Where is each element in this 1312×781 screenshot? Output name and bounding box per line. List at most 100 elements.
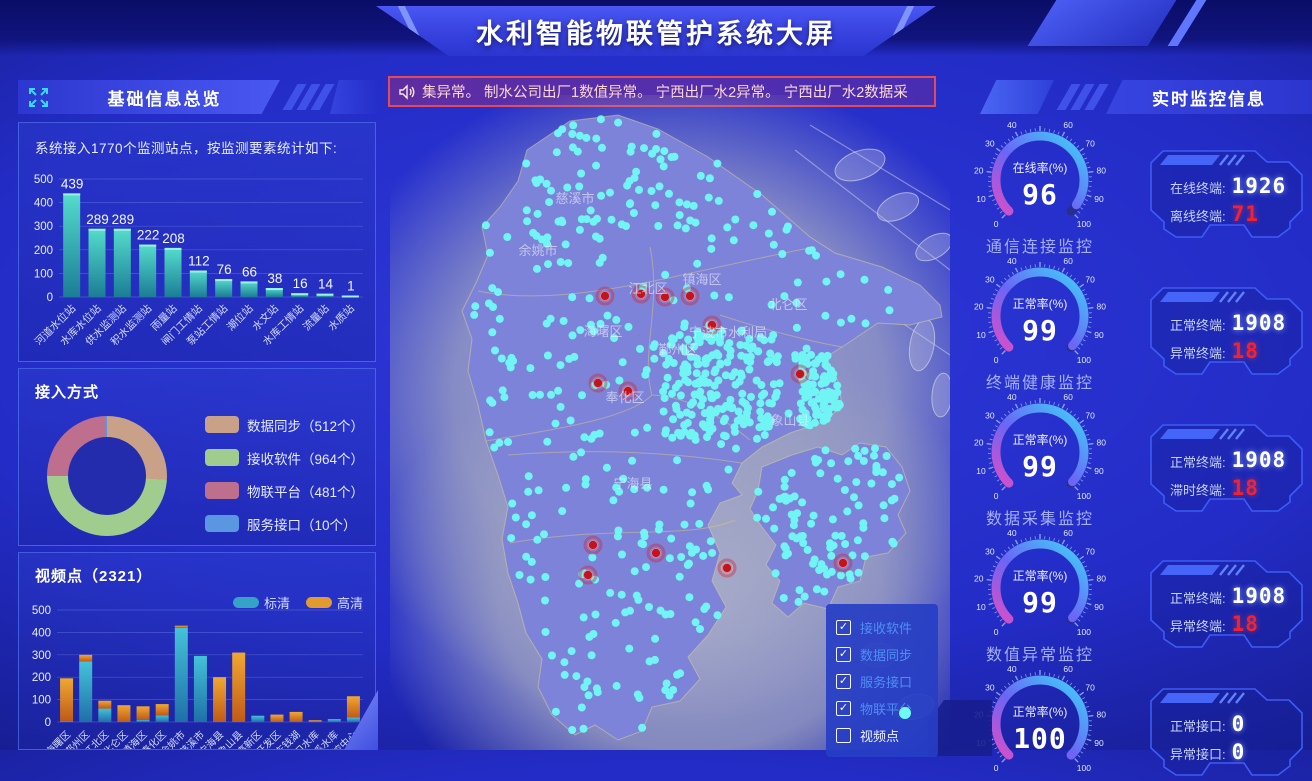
gauge-tick-label: 60: [1063, 256, 1073, 266]
gauge-tick-label: 40: [1007, 664, 1017, 674]
gauge-tick-label: 90: [1094, 466, 1104, 476]
gauge-tick-label: ~: [1038, 664, 1043, 667]
stat-label: 正常接口:: [1170, 716, 1226, 735]
gauge-tick-label: 60: [1063, 664, 1073, 674]
legend-label: 高清: [337, 593, 363, 612]
layer-toggle-接收软件[interactable]: ✓接收软件: [836, 614, 928, 641]
page-title: 水利智能物联管护系统大屏: [476, 12, 836, 51]
layer-toggle-服务接口[interactable]: ✓服务接口: [836, 668, 928, 695]
map-layer-panel: ✓接收软件✓数据同步✓服务接口✓物联平台视频点: [826, 604, 938, 757]
left-panel-header: 基础信息总览: [18, 80, 378, 114]
gauge-metric: 在线率(%): [1013, 160, 1068, 175]
gauge-tick-label: 30: [985, 139, 995, 149]
gauge-tick-label: 40: [1007, 528, 1017, 538]
gauge-tick-label: 70: [1085, 683, 1095, 693]
expand-icon[interactable]: [28, 87, 49, 108]
stat-value: 1908: [1232, 584, 1287, 608]
checkbox-checked-icon[interactable]: ✓: [836, 701, 851, 716]
gauge-tick-label: 10: [976, 330, 986, 340]
legend-swatch: [205, 416, 239, 433]
layer-toggle-物联平台[interactable]: ✓物联平台: [836, 695, 928, 722]
video-points-title: 视频点（2321）: [19, 553, 375, 586]
svg-text:200: 200: [34, 245, 53, 257]
gauge-value: 99: [1022, 586, 1058, 619]
svg-text:0: 0: [47, 292, 53, 304]
svg-text:0: 0: [45, 717, 51, 729]
bar-category-label: 水质站: [325, 302, 357, 334]
legend-label: 标清: [264, 593, 290, 612]
access-method-donut-chart: [47, 416, 167, 536]
stat-row: 正常终端:1908: [1170, 311, 1286, 335]
gauge-tick-label: ~: [1038, 256, 1043, 259]
stat-label: 异常接口:: [1170, 744, 1226, 763]
bar-category-label: 潮位站: [224, 302, 256, 334]
gauge-tick-label: 60: [1063, 528, 1073, 538]
gauge-tick-label: 20: [974, 573, 984, 583]
gauge-caption: 通信连接监控: [960, 233, 1120, 257]
svg-text:500: 500: [34, 174, 53, 186]
gauge-tick-label: 100: [1077, 627, 1091, 637]
svg-text:300: 300: [32, 650, 51, 662]
stat-label: 离线终端:: [1170, 206, 1226, 225]
checkbox-checked-icon[interactable]: ✓: [836, 674, 851, 689]
stat-label: 异常终端:: [1170, 343, 1226, 362]
stat-row: 滞时终端:18: [1170, 476, 1259, 500]
map-region-label: 鄞州区: [658, 342, 697, 357]
checkbox-checked-icon[interactable]: ✓: [836, 620, 851, 635]
bar-value-label: 222: [137, 228, 160, 243]
svg-text:100: 100: [34, 268, 53, 280]
gauge-value: 99: [1022, 314, 1058, 347]
svg-text:200: 200: [32, 672, 51, 684]
access-method-title: 接入方式: [19, 369, 375, 402]
gauge-tick-label: 100: [1077, 355, 1091, 365]
gauge-metric: 正常率(%): [1013, 568, 1068, 583]
gauge-tick-label: 30: [985, 547, 995, 557]
stat-value: 18: [1232, 476, 1259, 500]
gauge-tick-label: 20: [974, 301, 984, 311]
layer-toggle-数据同步[interactable]: ✓数据同步: [836, 641, 928, 668]
map-region-label: 宁海县: [613, 476, 652, 491]
map-region-label: 海曙区: [583, 324, 622, 339]
gauge-tick-label: 100: [1077, 763, 1091, 773]
video-chart-legend: 标清 高清: [233, 593, 363, 612]
legend-label: 数据同步（512个）: [247, 415, 364, 435]
legend-swatch: [233, 597, 259, 608]
stat-box: 正常终端:1908 滞时终端:18: [1150, 424, 1304, 512]
gauge-metric: 正常率(%): [1013, 296, 1068, 311]
gauge-tick-label: 80: [1097, 437, 1107, 447]
stat-value: 0: [1232, 740, 1246, 764]
svg-text:400: 400: [34, 198, 53, 210]
gauge-tick-label: 0: [994, 219, 999, 229]
gauge-tick-label: 60: [1063, 120, 1073, 130]
gauge-tick-label: 10: [976, 602, 986, 612]
checkbox-checked-icon[interactable]: ✓: [836, 647, 851, 662]
header-tail: [330, 80, 378, 114]
stat-row: 异常终端:18: [1170, 612, 1259, 636]
donut-legend-item: 接收软件（964个）: [205, 448, 364, 468]
stat-row: 异常接口: 0: [1170, 740, 1245, 764]
legend-swatch: [205, 449, 239, 466]
header-parallelogram: [980, 80, 1054, 114]
gauge-tick-label: 100: [1077, 219, 1091, 229]
stat-value: 18: [1232, 612, 1259, 636]
checkbox-unchecked-icon[interactable]: [836, 728, 851, 743]
donut-legend-item: 物联平台（481个）: [205, 481, 364, 501]
gauge-tick-label: 30: [985, 683, 995, 693]
gauge-tick-label: 10: [976, 466, 986, 476]
video-stacked-bar-chart: 0100200300400500海曙区鄞州区江北区北仑区镇海区奉化区余姚市慈溪市…: [19, 602, 371, 750]
stat-value: 1908: [1232, 311, 1287, 335]
gauge-tick-label: ~: [1038, 120, 1043, 123]
gauge-value: 100: [1013, 722, 1067, 755]
stat-value: 1926: [1232, 174, 1287, 198]
map-region-label: 宁波市水利局: [689, 325, 767, 340]
stat-row: 正常终端:1908: [1170, 448, 1286, 472]
layer-toggle-视频点[interactable]: 视频点: [836, 722, 928, 749]
gauge-tick-label: 90: [1094, 738, 1104, 748]
